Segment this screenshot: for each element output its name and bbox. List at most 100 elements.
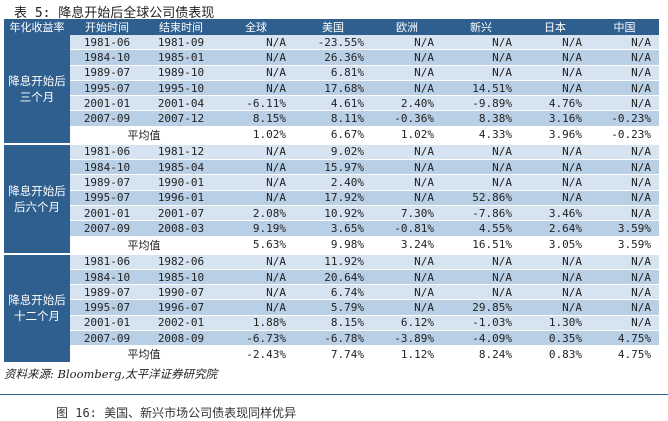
average-value-cell: 4.33% bbox=[442, 126, 520, 145]
date-cell: 1985-01 bbox=[144, 49, 218, 66]
table-row: 1989-07 1990-01 N/A 2.40% N/A N/A N/A N/A bbox=[4, 174, 659, 191]
value-cell: -9.89% bbox=[442, 95, 520, 112]
value-cell: -3.89% bbox=[372, 330, 442, 347]
value-cell: 52.86% bbox=[442, 190, 520, 206]
value-cell: 1.30% bbox=[520, 315, 590, 332]
date-cell: 2007-09 bbox=[70, 110, 144, 127]
value-cell: -6.73% bbox=[218, 330, 294, 347]
average-value-cell: 1.02% bbox=[372, 126, 442, 145]
table-row: 2007-09 2007-12 8.15% 8.11% -0.36% 8.38% 3.16%… bbox=[4, 110, 659, 127]
table-row: 1989-07 1990-07 N/A 6.74% N/A N/A N/A N/A bbox=[4, 284, 659, 301]
average-row: 平均值 1.02% 6.67% 1.02% 4.33% 3.96% -0.23% bbox=[4, 126, 659, 145]
value-cell: -23.55% bbox=[294, 35, 372, 51]
value-cell: 2.64% bbox=[520, 220, 590, 237]
value-cell: N/A bbox=[590, 253, 659, 270]
value-cell: N/A bbox=[520, 35, 590, 51]
table-row: 降息开始后十二个月 1981-06 1982-06 N/A 11.92% N/A N/A N/… bbox=[4, 253, 659, 365]
value-cell: -7.86% bbox=[442, 205, 520, 222]
value-cell: N/A bbox=[590, 159, 659, 176]
value-cell: 8.15% bbox=[294, 315, 372, 332]
value-cell: N/A bbox=[372, 35, 442, 51]
value-cell: N/A bbox=[442, 49, 520, 66]
value-cell: -0.23% bbox=[590, 110, 659, 127]
value-cell: N/A bbox=[372, 284, 442, 301]
value-cell: -0.81% bbox=[372, 220, 442, 237]
average-value-cell: 3.05% bbox=[520, 236, 590, 255]
average-value-cell: 1.12% bbox=[372, 345, 442, 365]
value-cell: N/A bbox=[372, 143, 442, 161]
value-cell: N/A bbox=[372, 269, 442, 286]
value-cell: N/A bbox=[520, 253, 590, 270]
date-cell: 2001-01 bbox=[70, 315, 144, 332]
table-row: 1984-10 1985-10 N/A 20.64% N/A N/A N/A N/A bbox=[4, 269, 659, 286]
date-cell: 1989-07 bbox=[70, 65, 144, 81]
value-cell: N/A bbox=[590, 269, 659, 286]
average-row: 平均值 -2.43% 7.74% 1.12% 8.24% 0.83% 4.75% bbox=[4, 345, 659, 365]
value-cell: 17.68% bbox=[294, 80, 372, 97]
divider bbox=[0, 394, 668, 395]
value-cell: 2.40% bbox=[372, 95, 442, 112]
value-cell: 20.64% bbox=[294, 269, 372, 286]
value-cell: 4.75% bbox=[590, 330, 659, 347]
value-cell: N/A bbox=[590, 315, 659, 332]
average-label: 平均值 bbox=[70, 126, 218, 145]
date-cell: 1989-07 bbox=[70, 284, 144, 301]
value-cell: N/A bbox=[372, 80, 442, 97]
date-cell: 1981-06 bbox=[70, 253, 144, 270]
value-cell: N/A bbox=[442, 159, 520, 176]
date-cell: 1990-01 bbox=[144, 174, 218, 191]
average-label: 平均值 bbox=[70, 345, 218, 365]
value-cell: N/A bbox=[442, 253, 520, 270]
value-cell: -0.36% bbox=[372, 110, 442, 127]
value-cell: N/A bbox=[218, 49, 294, 66]
value-cell: 1.88% bbox=[218, 315, 294, 332]
value-cell: N/A bbox=[218, 35, 294, 51]
value-cell: N/A bbox=[372, 159, 442, 176]
date-cell: 1981-12 bbox=[144, 143, 218, 161]
value-cell: 14.51% bbox=[442, 80, 520, 97]
value-cell: 6.81% bbox=[294, 65, 372, 81]
value-cell: N/A bbox=[218, 174, 294, 191]
value-cell: 3.65% bbox=[294, 220, 372, 237]
average-value-cell: 0.83% bbox=[520, 345, 590, 365]
column-header: 全球 bbox=[218, 19, 294, 35]
table-row: 降息开始后三个月 1981-06 1981-09 N/A -23.55% N/A N/A N/… bbox=[4, 35, 659, 145]
value-cell: 0.35% bbox=[520, 330, 590, 347]
date-cell: 1996-07 bbox=[144, 299, 218, 316]
value-cell: N/A bbox=[590, 80, 659, 97]
value-cell: 15.97% bbox=[294, 159, 372, 176]
value-cell: 5.79% bbox=[294, 299, 372, 316]
value-cell: N/A bbox=[590, 190, 659, 206]
value-cell: N/A bbox=[590, 205, 659, 222]
value-cell: N/A bbox=[372, 253, 442, 270]
value-cell: 8.11% bbox=[294, 110, 372, 127]
average-value-cell: -0.23% bbox=[590, 126, 659, 145]
value-cell: N/A bbox=[442, 174, 520, 191]
average-value-cell: 9.98% bbox=[294, 236, 372, 255]
table-row: 1995-07 1996-01 N/A 17.92% N/A 52.86% N/A N/A bbox=[4, 190, 659, 206]
column-header: 美国 bbox=[294, 19, 372, 35]
value-cell: N/A bbox=[218, 253, 294, 270]
column-header: 日本 bbox=[520, 19, 590, 35]
table-row: 2007-09 2008-09 -6.73% -6.78% -3.89% -4.09% 0.… bbox=[4, 330, 659, 347]
value-cell: N/A bbox=[590, 65, 659, 81]
average-value-cell: 3.59% bbox=[590, 236, 659, 255]
value-cell: 8.38% bbox=[442, 110, 520, 127]
value-cell: N/A bbox=[590, 143, 659, 161]
date-cell: 2007-12 bbox=[144, 110, 218, 127]
value-cell: 4.61% bbox=[294, 95, 372, 112]
average-value-cell: 4.75% bbox=[590, 345, 659, 365]
value-cell: N/A bbox=[590, 299, 659, 316]
date-cell: 1985-04 bbox=[144, 159, 218, 176]
value-cell: N/A bbox=[372, 174, 442, 191]
date-cell: 1995-07 bbox=[70, 299, 144, 316]
date-cell: 2002-01 bbox=[144, 315, 218, 332]
date-cell: 2001-04 bbox=[144, 95, 218, 112]
date-cell: 2001-01 bbox=[70, 205, 144, 222]
table-row: 1995-07 1996-07 N/A 5.79% N/A 29.85% N/A N/A bbox=[4, 299, 659, 316]
date-cell: 1995-07 bbox=[70, 80, 144, 97]
value-cell: -1.03% bbox=[442, 315, 520, 332]
average-value-cell: 16.51% bbox=[442, 236, 520, 255]
average-value-cell: 3.96% bbox=[520, 126, 590, 145]
value-cell: N/A bbox=[590, 49, 659, 66]
